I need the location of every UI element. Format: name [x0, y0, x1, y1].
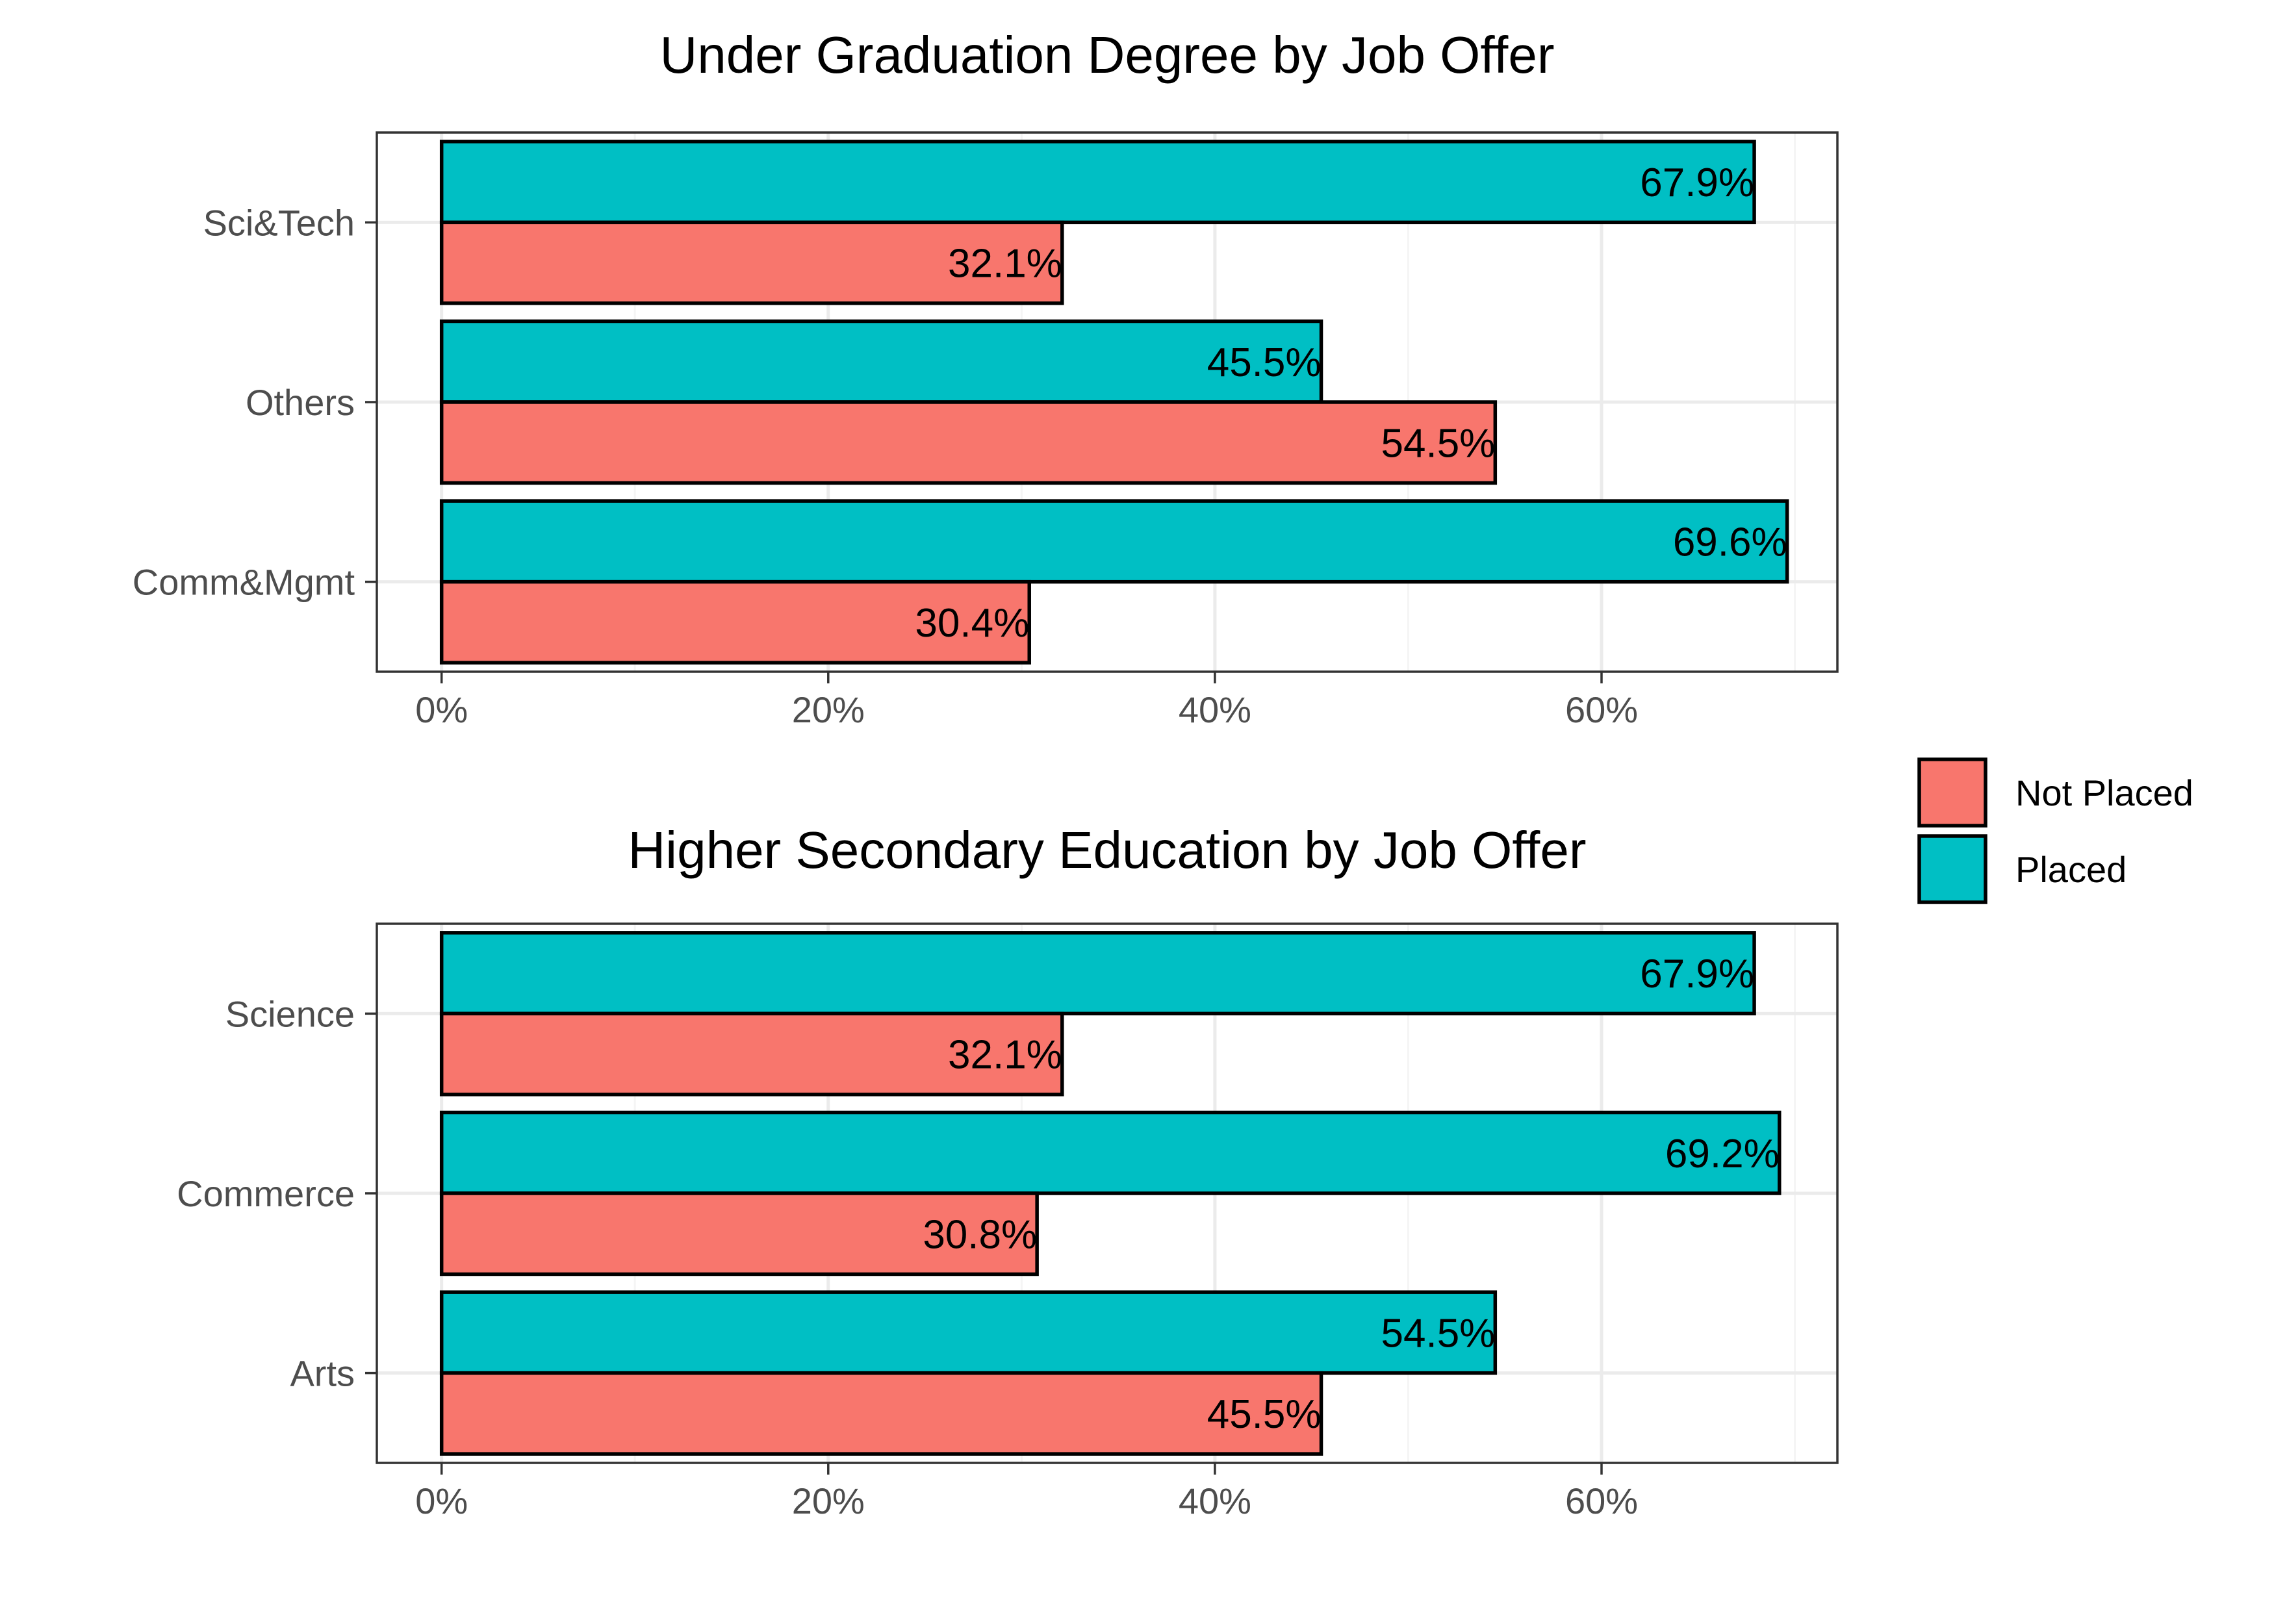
bar-arts-not-placed — [439, 1371, 1323, 1456]
bar-label-others-not-placed: 54.5% — [1381, 421, 1496, 466]
bar-label-sci-tech-not-placed: 32.1% — [948, 242, 1062, 286]
legend-swatch-not-placed — [1917, 757, 1987, 828]
panels: 67.9% 32.1% 45.5% 54.5% 69.6% 30.4% Sci&Tech Ot… — [133, 26, 1839, 1521]
legend-label-placed: Placed — [2015, 849, 2127, 890]
bar-sci-tech-placed — [439, 140, 1756, 225]
legend-label-not-placed: Not Placed — [2015, 772, 2193, 813]
bar-others-placed — [439, 319, 1323, 404]
bar-comm-mgmt-placed — [439, 499, 1789, 584]
bar-label-arts-not-placed: 45.5% — [1207, 1392, 1322, 1437]
bar-label-commerce-not-placed: 30.8% — [923, 1212, 1037, 1257]
bar-science-not-placed — [439, 1011, 1064, 1097]
x-tick-label: 60% — [1565, 1480, 1638, 1521]
bar-label-comm-mgmt-placed: 69.6% — [1673, 520, 1787, 565]
x-tick-label: 60% — [1565, 689, 1638, 730]
panel-1: 67.9% 32.1% 45.5% 54.5% 69.6% 30.4% Sci&Tech Ot… — [133, 26, 1839, 730]
x-tick-label: 20% — [792, 1480, 865, 1521]
bar-label-others-placed: 45.5% — [1207, 340, 1322, 385]
bar-label-arts-placed: 54.5% — [1381, 1311, 1496, 1356]
x-tick-label: 0% — [415, 1480, 468, 1521]
legend-swatch-placed — [1917, 834, 1987, 904]
bar-label-sci-tech-placed: 67.9% — [1640, 160, 1754, 205]
bar-label-comm-mgmt-not-placed: 30.4% — [915, 601, 1029, 646]
y-tick-label-science: Science — [225, 993, 355, 1034]
y-tick-label-comm-mgmt: Comm&Mgmt — [133, 562, 355, 603]
bar-science-placed — [439, 931, 1756, 1016]
bar-label-science-placed: 67.9% — [1640, 952, 1754, 996]
y-tick-label-sci-tech: Sci&Tech — [203, 202, 355, 243]
x-tick-label: 40% — [1179, 689, 1251, 730]
y-tick-label-others: Others — [246, 382, 355, 423]
bar-commerce-not-placed — [439, 1191, 1039, 1276]
chart-title: Under Graduation Degree by Job Offer — [659, 26, 1554, 84]
bar-sci-tech-not-placed — [439, 220, 1064, 305]
y-tick-label-commerce: Commerce — [177, 1173, 355, 1214]
bar-commerce-placed — [439, 1110, 1782, 1195]
bar-arts-placed — [439, 1290, 1498, 1375]
x-tick-label: 20% — [792, 689, 865, 730]
chart-title: Higher Secondary Education by Job Offer — [628, 821, 1587, 879]
y-tick-label-arts: Arts — [290, 1353, 355, 1394]
x-tick-label: 40% — [1179, 1480, 1251, 1521]
bar-others-not-placed — [439, 400, 1498, 485]
bar-label-science-not-placed: 32.1% — [948, 1033, 1062, 1078]
bar-label-commerce-placed: 69.2% — [1665, 1132, 1780, 1176]
x-tick-label: 0% — [415, 689, 468, 730]
panel-2: 67.9% 32.1% 69.2% 30.8% 54.5% 45.5% Science Com… — [177, 821, 1839, 1521]
legend: Not Placed Placed — [1917, 757, 2193, 905]
bar-comm-mgmt-not-placed — [439, 579, 1031, 665]
